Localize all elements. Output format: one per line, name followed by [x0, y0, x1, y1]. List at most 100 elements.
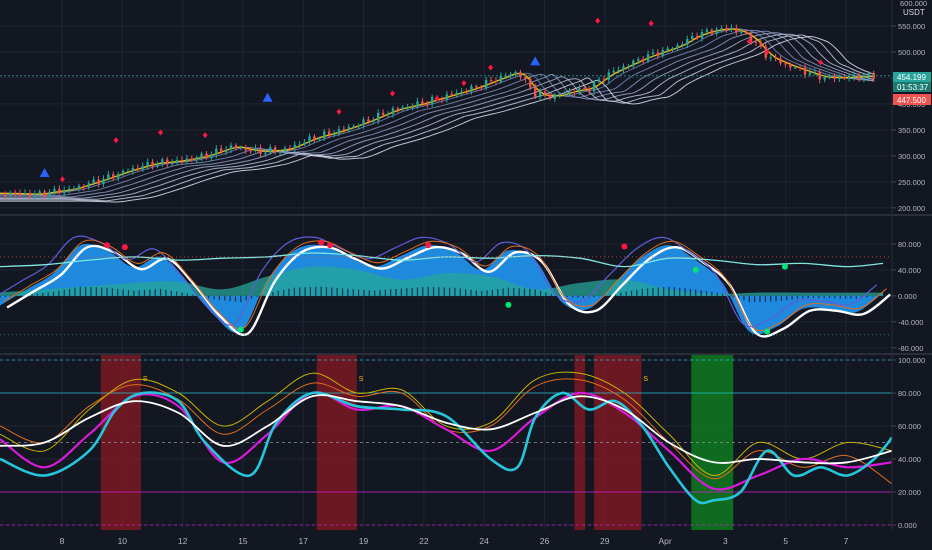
candle-body: [622, 66, 625, 70]
osc-axis-label: 40.000: [898, 266, 921, 275]
candle-body: [151, 161, 154, 167]
x-tick-label: Apr: [658, 536, 671, 546]
candle-body: [568, 91, 571, 94]
candle-body: [774, 57, 777, 59]
osc-red-dot: [425, 242, 432, 249]
candle-body: [808, 72, 812, 75]
price-axis-label: 500.000: [898, 48, 925, 57]
candle-body: [107, 174, 110, 179]
wave-area-green: [0, 266, 884, 296]
candle-body: [205, 153, 208, 159]
candle-body: [244, 147, 247, 151]
candle-body: [377, 112, 380, 121]
x-tick-label: 17: [298, 536, 308, 546]
candle-body: [327, 131, 331, 135]
top-cut-price: 600.000: [900, 0, 927, 8]
candle-body: [592, 81, 596, 92]
candle-body: [710, 29, 714, 34]
x-tick-label: 8: [60, 536, 65, 546]
candle-body: [77, 185, 81, 189]
candle-body: [480, 87, 483, 89]
candle-body: [161, 159, 164, 164]
candle-body: [391, 108, 395, 115]
candle-body: [828, 75, 831, 78]
candle-body: [224, 149, 228, 153]
candle-body: [749, 33, 753, 42]
countdown-value: 01:53:37: [897, 83, 929, 92]
candle-body: [553, 94, 557, 99]
candle-body: [156, 163, 159, 167]
candle-body: [465, 91, 468, 93]
candle-body: [656, 52, 660, 56]
candle-body: [686, 38, 689, 45]
price-axis-label: 200.000: [898, 204, 925, 213]
osc-axis-label: -40.000: [898, 318, 923, 327]
sell-diamond-marker: [818, 59, 824, 66]
candle-body: [627, 66, 630, 68]
candle-body: [455, 92, 458, 95]
candle-body: [779, 58, 782, 64]
wave-line-purple: [0, 235, 878, 328]
candle-body: [857, 74, 861, 80]
candle-body: [53, 188, 56, 192]
candle-body: [715, 29, 718, 34]
candle-body: [249, 150, 252, 152]
ma-ribbon-line: [0, 29, 875, 196]
x-tick-label: 22: [419, 536, 429, 546]
candle-body: [695, 36, 699, 39]
last-price-tag[interactable]: 454.199 01:53:37: [893, 72, 931, 92]
candle-body: [676, 45, 679, 49]
candle-body: [381, 112, 385, 115]
sell-diamond-marker: [461, 80, 467, 87]
candle-body: [617, 69, 620, 71]
candle-body: [666, 48, 669, 51]
candle-body: [602, 79, 606, 81]
candle-body: [112, 174, 115, 178]
candle-body: [632, 60, 635, 67]
zone-marker-label: S: [359, 376, 364, 383]
candle-body: [769, 57, 772, 59]
candle-body: [735, 28, 738, 33]
candle-body: [789, 64, 792, 68]
candle-body: [58, 188, 61, 194]
candle-body: [563, 93, 566, 95]
candle-body: [489, 80, 493, 82]
candle-body: [646, 54, 650, 62]
candle-body: [833, 75, 836, 79]
candle-body: [210, 154, 213, 159]
osc-axis-label: 80.000: [898, 240, 921, 249]
candle-body: [146, 161, 149, 167]
x-tick-label: 10: [118, 536, 128, 546]
ma-ribbon-line: [0, 33, 875, 200]
candle-body: [87, 183, 90, 188]
osc-green-dot: [781, 263, 788, 270]
candle-body: [411, 106, 414, 108]
candle-body: [823, 77, 826, 80]
candle-body: [862, 76, 866, 80]
candle-body: [705, 29, 709, 32]
candle-body: [318, 138, 321, 140]
osc-green-dot: [505, 301, 512, 308]
candle-body: [126, 170, 130, 172]
candle-body: [421, 101, 424, 104]
candle-body: [534, 87, 537, 97]
candle-body: [67, 188, 71, 191]
level-price-tag[interactable]: 447.500: [893, 94, 931, 105]
candle-body: [759, 42, 763, 47]
candle-body: [612, 70, 615, 73]
candle-body: [597, 79, 601, 82]
candle-body: [131, 168, 135, 171]
candle-body: [28, 193, 32, 197]
candle-body: [396, 108, 400, 110]
candle-body: [416, 101, 419, 107]
candle-body: [234, 145, 238, 148]
stoch-line-yellow: [0, 371, 893, 477]
candle-body: [529, 79, 532, 88]
stoch-axis-label: 40.000: [898, 455, 921, 464]
candle-body: [784, 63, 787, 65]
candle-body: [430, 96, 434, 105]
candle-body: [440, 98, 444, 100]
stoch-axis-label: 100.000: [898, 356, 925, 365]
candle-body: [641, 59, 645, 62]
